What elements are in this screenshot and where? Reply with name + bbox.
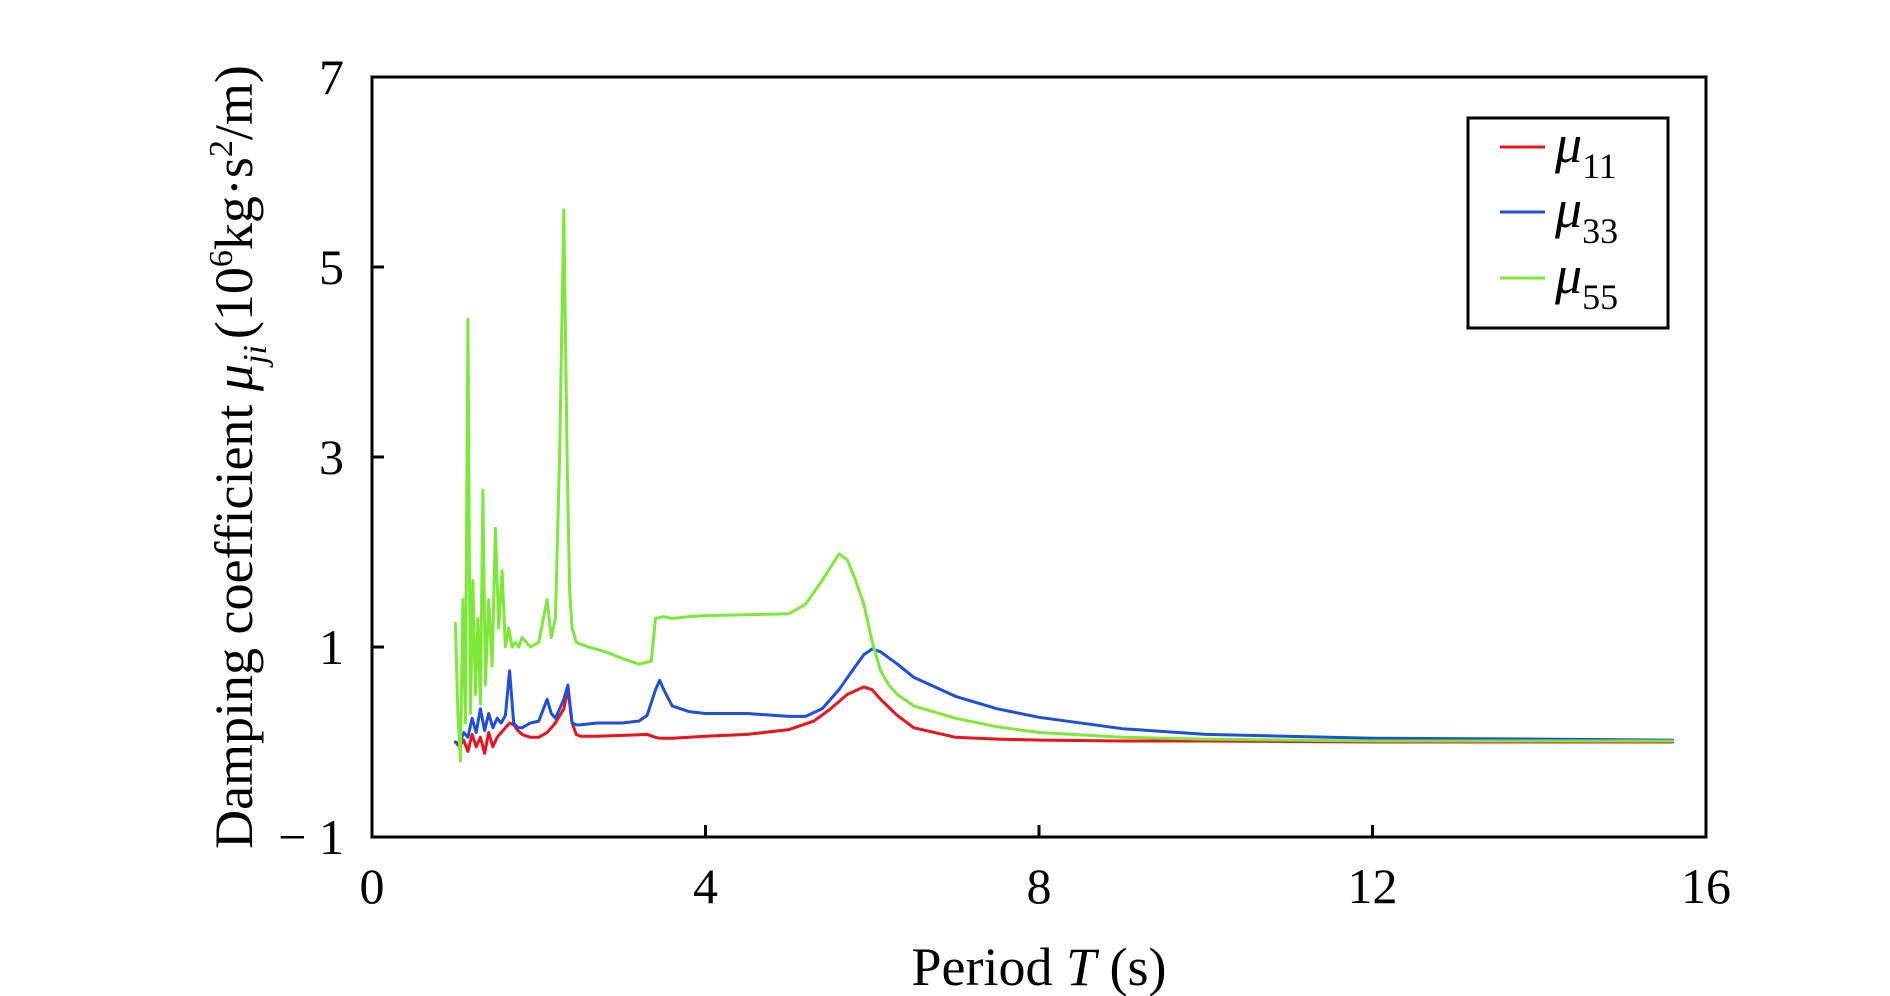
axis-ticks [370,75,1708,839]
y-axis-label: Damping coefficient μji(106kg·s2/m) [203,65,274,849]
y-tick-label: 1 [319,619,344,675]
legend-label-mu11: μ11 [1554,114,1617,186]
x-tick-label: 0 [360,858,385,914]
legend-item-mu33: μ33 [1500,179,1618,251]
legend: μ11 μ33 μ55 [1466,114,1670,330]
series-line-mu55 [453,208,1675,763]
x-axis-label: Period T (s) [911,937,1166,996]
x-tick-label: 4 [693,858,718,914]
series-lines [453,208,1675,763]
x-tick-label: 12 [1348,858,1398,914]
x-tick-label: 16 [1681,858,1731,914]
y-tick-label: 7 [319,49,344,105]
legend-item-mu55: μ55 [1500,245,1618,317]
legend-label-mu33: μ33 [1554,179,1618,251]
legend-box [1466,116,1670,330]
y-tick-label: 3 [319,429,344,485]
y-tick-labels: − 1 1 3 5 7 [278,49,344,865]
x-tick-labels: 0 4 8 12 16 [360,858,1732,914]
legend-item-mu11: μ11 [1500,114,1617,186]
legend-label-mu55: μ55 [1554,245,1618,317]
series-line-mu33 [453,647,1675,746]
series-line-mu11 [453,685,1675,755]
x-tick-label: 8 [1027,858,1052,914]
y-tick-label: − 1 [278,809,344,865]
y-tick-label: 5 [319,239,344,295]
